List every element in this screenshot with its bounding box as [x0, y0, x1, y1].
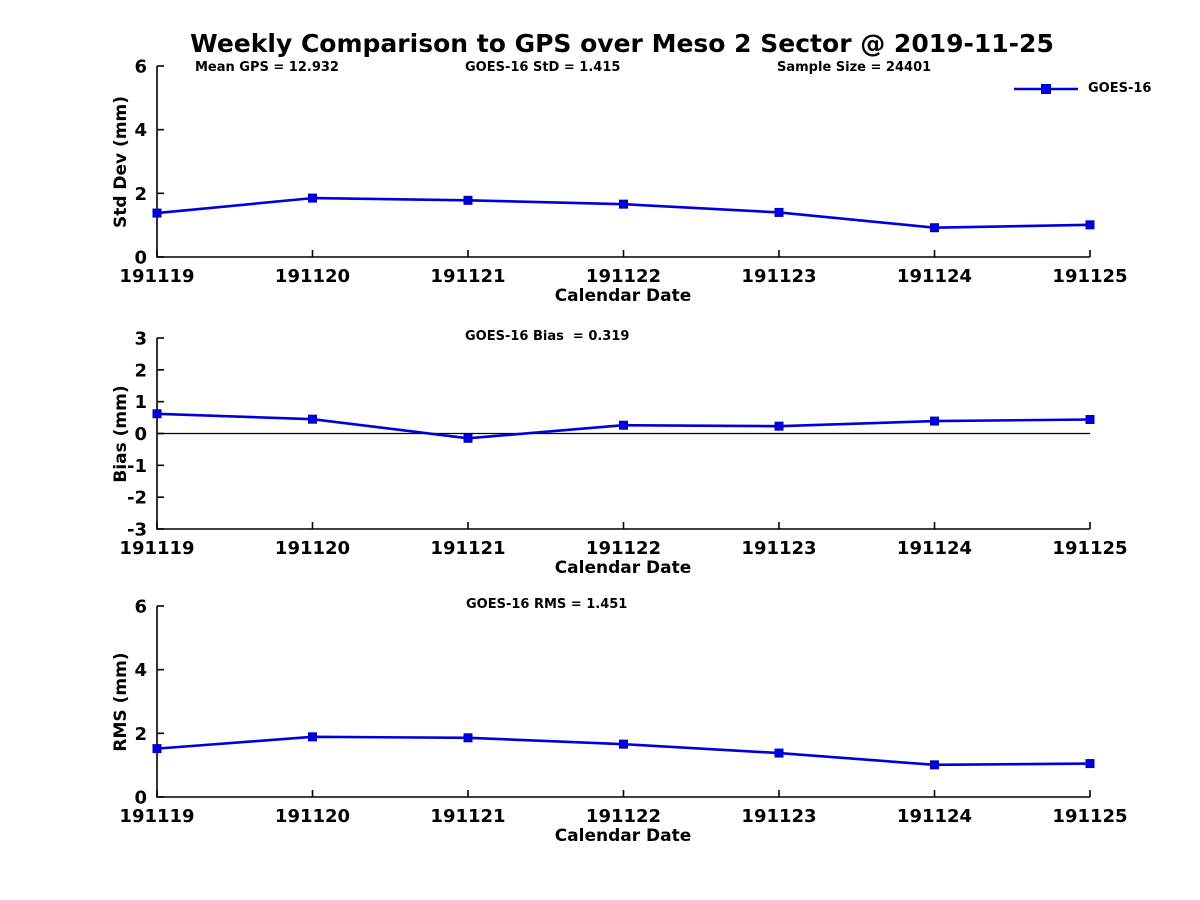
data-point-marker — [463, 433, 473, 443]
x-tick-label: 191122 — [586, 806, 661, 827]
axis-spines — [156, 606, 1090, 798]
data-point-marker — [1085, 759, 1095, 769]
data-point-marker — [774, 421, 784, 431]
y-tick-label: 2 — [134, 184, 147, 205]
x-tick-label: 191119 — [119, 806, 194, 827]
data-point-marker — [619, 199, 628, 209]
data-point-marker — [152, 208, 162, 218]
x-tick-label: 191121 — [430, 538, 505, 559]
x-tick-label: 191124 — [897, 266, 972, 287]
x-tick-label: 191123 — [741, 538, 816, 559]
data-point-marker — [308, 732, 317, 742]
x-tick-label: 191119 — [119, 266, 194, 287]
x-tick-label: 191120 — [275, 806, 350, 827]
x-tick-label: 191122 — [586, 266, 661, 287]
x-tick-label: 191125 — [1052, 538, 1127, 559]
mean-gps-annotation: Mean GPS = 12.932 — [195, 60, 339, 75]
y-tick-label: 2 — [134, 360, 147, 381]
y-tick-label: 0 — [134, 424, 147, 445]
legend-line-sample-icon — [1014, 84, 1078, 94]
calendar-date-label-3: Calendar Date — [554, 826, 692, 846]
sample-size-annotation: Sample Size = 24401 — [777, 60, 932, 75]
x-tick-label: 191119 — [119, 538, 194, 559]
data-point-marker — [619, 420, 628, 430]
y-tick-label: 0 — [134, 248, 147, 269]
x-tick-label: 191121 — [430, 266, 505, 287]
y-tick-label: 6 — [134, 57, 147, 78]
y-tick-label: 2 — [134, 724, 147, 745]
x-tick-label: 191125 — [1052, 266, 1127, 287]
data-point-marker — [1085, 220, 1095, 230]
data-point-marker — [308, 414, 317, 424]
x-tick-label: 191123 — [741, 806, 816, 827]
x-tick-label: 191120 — [275, 266, 350, 287]
y-tick-label: 0 — [134, 788, 147, 809]
x-tick-label: 191124 — [897, 538, 972, 559]
y-tick-label: -1 — [127, 456, 147, 477]
x-tick-label: 191123 — [741, 266, 816, 287]
rms-panel-title: GOES-16 RMS = 1.451 — [466, 597, 628, 612]
data-point-marker — [308, 193, 317, 203]
data-point-marker — [463, 195, 473, 205]
x-tick-label: 191121 — [430, 806, 505, 827]
legend: GOES-16 — [1012, 80, 1151, 98]
figure-title: Weekly Comparison to GPS over Meso 2 Sec… — [190, 29, 1054, 58]
y-tick-label: 4 — [134, 660, 147, 681]
legend-label: GOES-16 — [1088, 81, 1152, 96]
data-point-marker — [463, 733, 473, 743]
data-point-marker — [1085, 414, 1095, 424]
data-point-marker — [930, 223, 939, 233]
y-tick-label: -3 — [127, 520, 147, 541]
bias-panel-title: GOES-16 Bias = 0.319 — [465, 329, 630, 344]
data-point-marker — [619, 739, 628, 749]
x-tick-label: 191125 — [1052, 806, 1127, 827]
y-tick-label: 3 — [134, 329, 147, 350]
x-tick-label: 191124 — [897, 806, 972, 827]
y-tick-label: 4 — [134, 120, 147, 141]
goes16-std-annotation: GOES-16 StD = 1.415 — [465, 60, 621, 75]
data-point-marker — [930, 416, 939, 426]
calendar-date-label-2: Calendar Date — [554, 558, 692, 578]
y-tick-label: 1 — [134, 392, 147, 413]
data-point-marker — [774, 748, 784, 758]
calendar-date-label-1: Calendar Date — [554, 286, 692, 306]
data-point-marker — [152, 744, 162, 754]
data-point-marker — [774, 207, 784, 217]
data-point-marker — [930, 760, 939, 770]
y-tick-label: -2 — [127, 488, 147, 509]
y-tick-label: 6 — [134, 597, 147, 618]
x-tick-label: 191122 — [586, 538, 661, 559]
x-tick-label: 191120 — [275, 538, 350, 559]
data-point-marker — [152, 409, 162, 419]
